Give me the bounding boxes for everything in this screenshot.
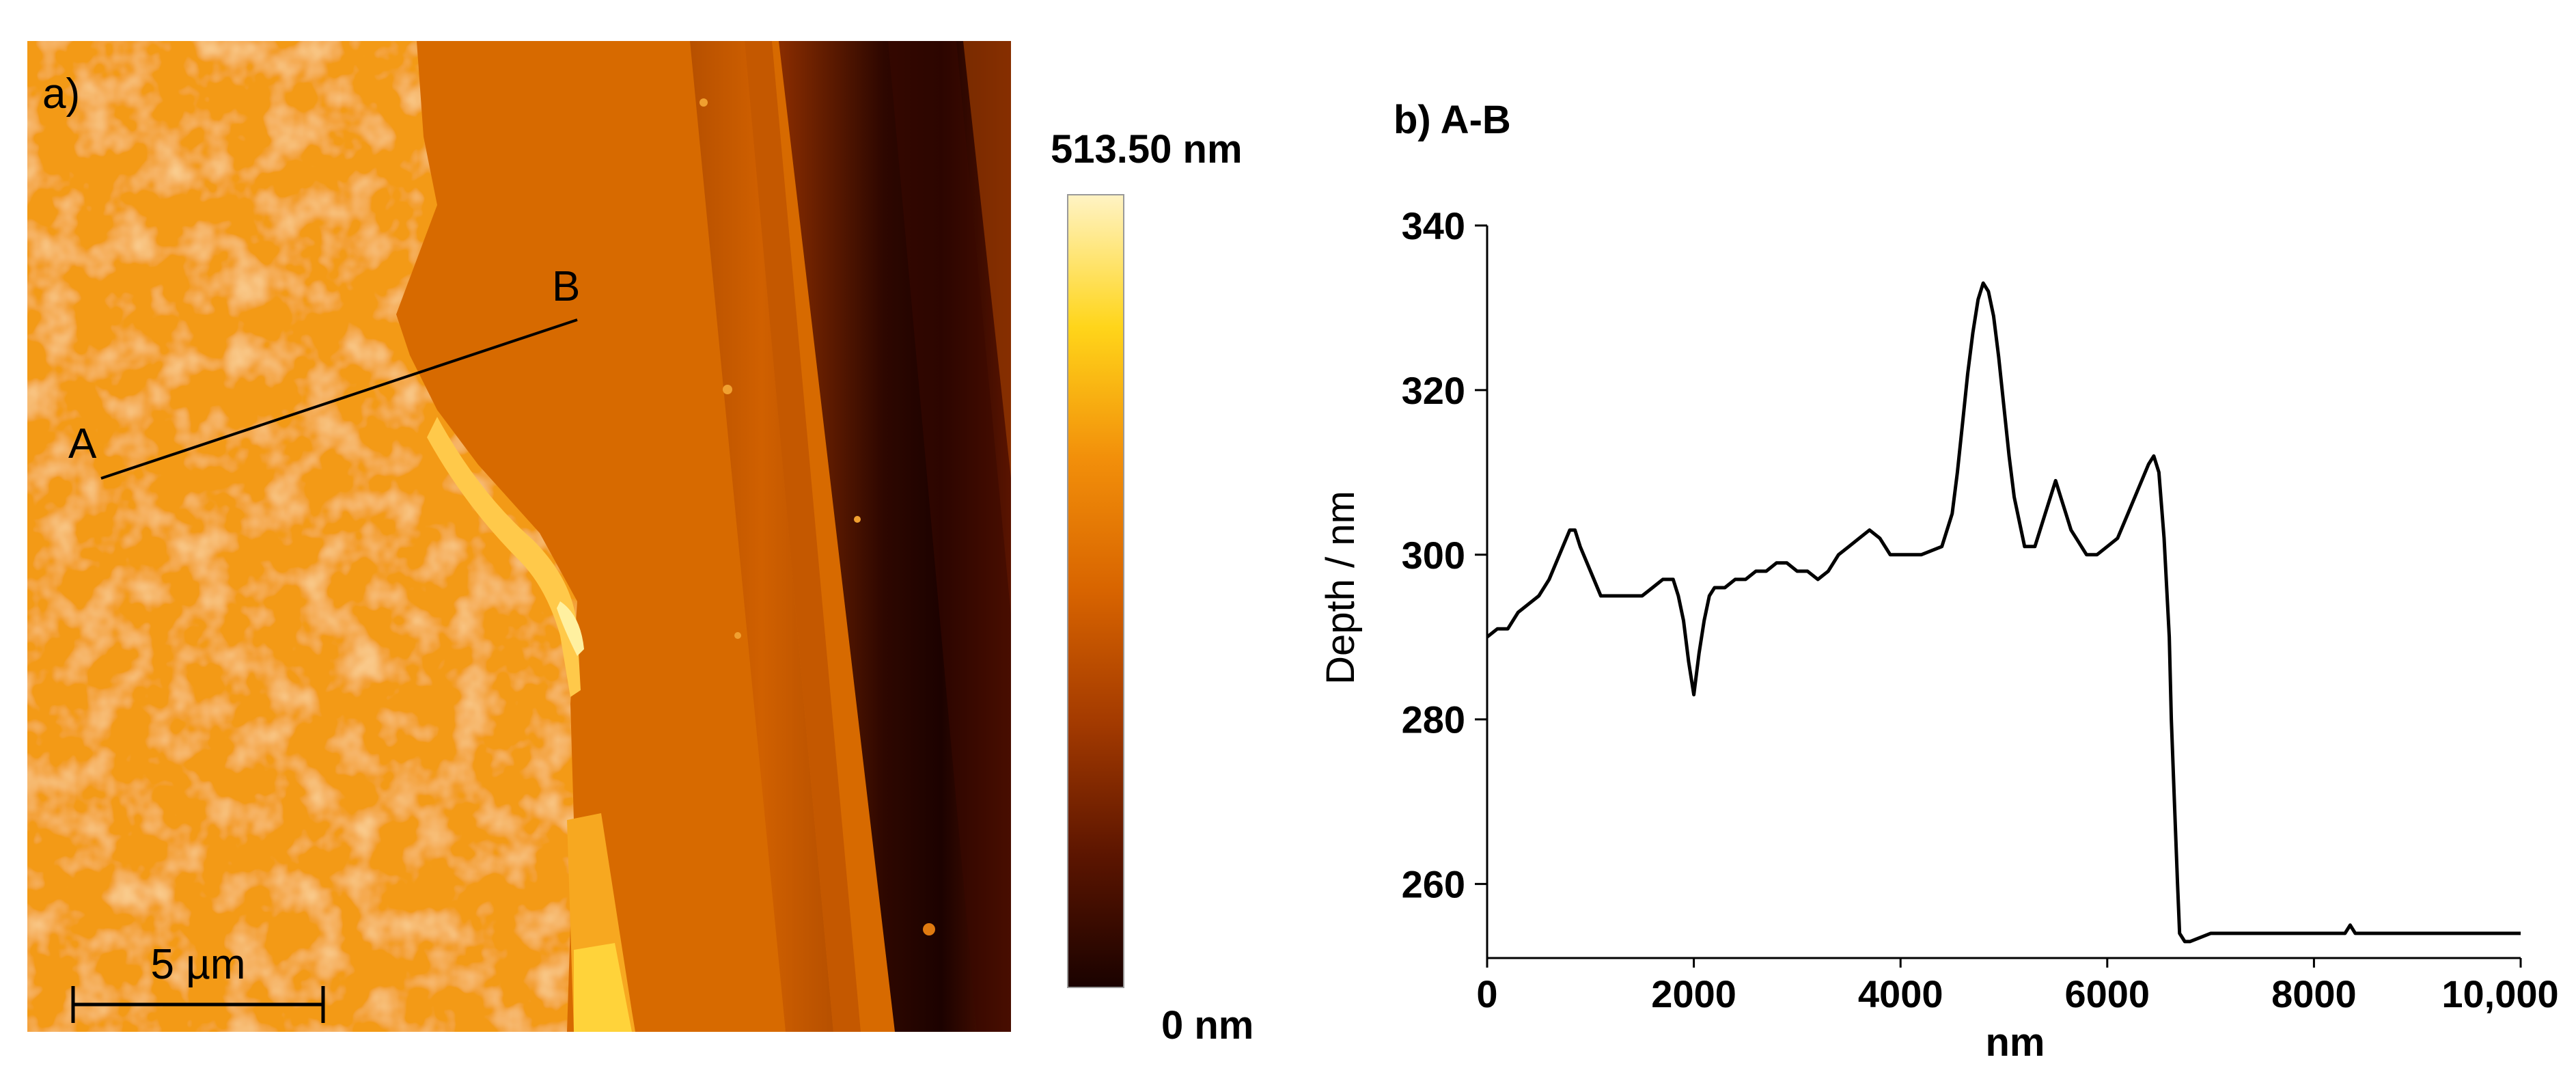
x-tick-label: 4000 [1858,972,1943,1015]
profile-line-a-b [100,318,578,480]
afm-ridge-band [690,41,833,1032]
x-tick-label: 2000 [1651,972,1736,1015]
y-tick-label: 340 [1402,204,1465,247]
afm-ridge-band [745,41,861,1032]
profile-chart: b) A-B 260 280 300 320 340 0 2000 4000 6000 8000… [1318,98,2559,1065]
x-tick-label: 0 [1476,972,1497,1015]
afm-image: A B a) 5 µm [27,41,1011,1032]
y-tick-label: 300 [1402,534,1465,577]
y-tick-label: 320 [1402,369,1465,412]
y-tick-label: 280 [1402,698,1465,741]
point-a-label: A [68,420,97,467]
afm-edge-band [963,41,1011,478]
scale-bar-label: 5 µm [150,941,245,988]
x-ticks: 0 2000 4000 6000 8000 10,000 [1476,958,2559,1015]
afm-dot [854,516,861,523]
x-axis-label: nm [1986,1020,2045,1065]
x-tick-label: 6000 [2065,972,2150,1015]
panel-a-label: a) [42,70,80,118]
afm-edge-band [888,41,1011,1032]
colorbar-ramp [1067,194,1124,988]
y-axis-label: Depth / nm [1318,491,1363,685]
y-tick-label: 260 [1402,863,1465,906]
afm-dot [700,98,708,107]
afm-dot [723,385,732,394]
scale-bar: 5 µm [71,941,325,1023]
colorbar: 513.50 nm 0 nm [1051,127,1254,1048]
point-b-label: B [552,263,580,310]
colorbar-min-label: 0 nm [1161,1003,1254,1048]
depth-profile-series [1486,281,2521,944]
colorbar-max-label: 513.50 nm [1051,127,1243,172]
y-ticks: 260 280 300 320 340 [1402,204,1487,906]
x-tick-label: 10,000 [2441,972,2558,1015]
afm-bright-flake [574,943,632,1032]
chart-title: b) A-B [1394,98,1511,142]
afm-bright-spot [557,601,584,656]
x-tick-label: 8000 [2271,972,2357,1015]
afm-dot [923,923,935,935]
afm-step-edge [427,417,581,697]
afm-dot [734,632,741,639]
